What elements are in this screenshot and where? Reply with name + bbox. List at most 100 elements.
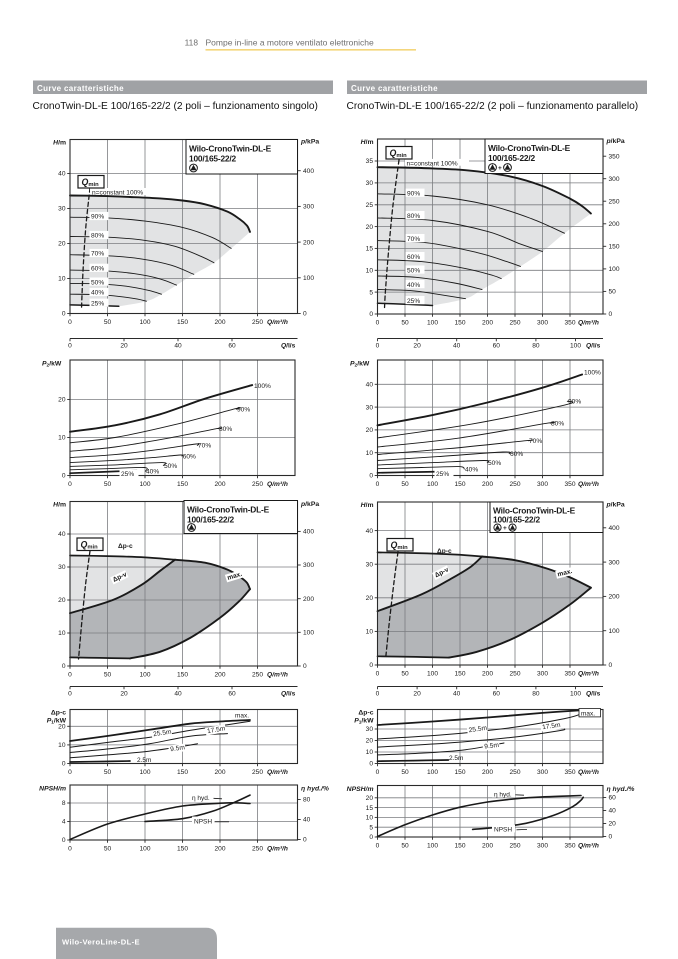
svg-text:20: 20 xyxy=(366,427,374,434)
svg-text:0: 0 xyxy=(609,662,613,669)
svg-text:250: 250 xyxy=(252,672,263,679)
svg-text:100/165-22/2: 100/165-22/2 xyxy=(493,515,541,525)
svg-text:100: 100 xyxy=(609,628,620,635)
svg-text:50: 50 xyxy=(401,769,409,776)
svg-text:100/165-22/2: 100/165-22/2 xyxy=(187,515,235,525)
svg-text:Q/l/s: Q/l/s xyxy=(586,691,601,698)
svg-text:20: 20 xyxy=(366,224,374,231)
svg-text:10: 10 xyxy=(366,629,374,636)
svg-text:5: 5 xyxy=(369,289,373,296)
svg-text:200: 200 xyxy=(482,671,493,678)
svg-text:17.5m: 17.5m xyxy=(207,725,227,735)
svg-text:250: 250 xyxy=(252,481,263,488)
svg-text:150: 150 xyxy=(454,481,465,488)
svg-text:Qmin: Qmin xyxy=(82,177,100,188)
svg-text:20: 20 xyxy=(58,241,66,248)
svg-text:70%: 70% xyxy=(529,438,542,445)
svg-text:60%: 60% xyxy=(91,266,104,273)
svg-text:Q/m³/h: Q/m³/h xyxy=(267,769,288,776)
svg-text:10: 10 xyxy=(58,742,66,749)
svg-text:50: 50 xyxy=(609,289,617,296)
svg-text:10: 10 xyxy=(366,749,374,756)
svg-text:40: 40 xyxy=(366,528,374,535)
svg-text:CronoTwin-DL-E 100/165-22/2 (2: CronoTwin-DL-E 100/165-22/2 (2 poli – fu… xyxy=(347,101,639,112)
svg-text:Q/l/s: Q/l/s xyxy=(281,343,296,350)
svg-text:Δp-c: Δp-c xyxy=(51,710,66,717)
svg-text:50: 50 xyxy=(104,481,112,488)
svg-text:0: 0 xyxy=(68,343,72,350)
svg-text:P1/kW: P1/kW xyxy=(354,718,374,726)
svg-text:NPSH: NPSH xyxy=(194,819,212,826)
svg-text:10: 10 xyxy=(366,815,374,822)
svg-text:200: 200 xyxy=(214,481,225,488)
svg-text:Q/l/s: Q/l/s xyxy=(586,343,601,350)
svg-text:Q/l/s: Q/l/s xyxy=(281,691,296,698)
svg-text:100: 100 xyxy=(303,630,314,637)
svg-text:0: 0 xyxy=(376,320,380,327)
svg-text:20: 20 xyxy=(366,795,374,802)
svg-text:350: 350 xyxy=(564,769,575,776)
svg-text:0: 0 xyxy=(376,671,380,678)
svg-text:40: 40 xyxy=(609,808,617,815)
svg-text:150: 150 xyxy=(454,769,465,776)
svg-text:250: 250 xyxy=(609,198,620,205)
svg-text:90%: 90% xyxy=(91,214,104,221)
svg-text:250: 250 xyxy=(509,671,520,678)
svg-text:50: 50 xyxy=(104,319,112,326)
svg-text:20: 20 xyxy=(58,597,66,604)
svg-text:40%: 40% xyxy=(91,290,104,297)
svg-text:118: 118 xyxy=(185,38,199,48)
svg-text:10: 10 xyxy=(366,268,374,275)
svg-text:Δp-c: Δp-c xyxy=(358,710,373,717)
svg-text:25%: 25% xyxy=(407,298,420,305)
svg-text:40: 40 xyxy=(453,691,461,698)
svg-text:η hyd.: η hyd. xyxy=(494,792,512,799)
svg-text:150: 150 xyxy=(454,320,465,327)
svg-text:100/165-22/2: 100/165-22/2 xyxy=(189,154,237,164)
svg-text:100: 100 xyxy=(139,319,150,326)
svg-text:Q/m³/h: Q/m³/h xyxy=(578,769,599,776)
svg-text:0: 0 xyxy=(376,691,380,698)
svg-text:100: 100 xyxy=(139,672,150,679)
svg-text:0: 0 xyxy=(369,473,373,480)
svg-text:50: 50 xyxy=(104,769,112,776)
svg-text:300: 300 xyxy=(537,481,548,488)
svg-text:30: 30 xyxy=(366,404,374,411)
svg-text:200: 200 xyxy=(303,596,314,603)
svg-text:250: 250 xyxy=(252,769,263,776)
svg-text:50: 50 xyxy=(104,672,112,679)
svg-text:100: 100 xyxy=(570,691,581,698)
svg-text:10: 10 xyxy=(366,450,374,457)
svg-text:20: 20 xyxy=(120,691,128,698)
svg-text:50%: 50% xyxy=(91,279,104,286)
svg-text:100/165-22/2: 100/165-22/2 xyxy=(488,153,536,163)
svg-text:0: 0 xyxy=(68,481,72,488)
svg-text:250: 250 xyxy=(509,320,520,327)
svg-text:15: 15 xyxy=(366,246,374,253)
svg-text:100: 100 xyxy=(139,481,150,488)
svg-text:H/m: H/m xyxy=(361,139,374,146)
svg-text:20: 20 xyxy=(120,343,128,350)
svg-text:40: 40 xyxy=(58,171,66,178)
svg-text:0: 0 xyxy=(376,481,380,488)
svg-text:50%: 50% xyxy=(164,463,177,470)
svg-text:80: 80 xyxy=(532,691,540,698)
svg-text:max.: max. xyxy=(557,568,573,578)
svg-text:η hyd.: η hyd. xyxy=(192,795,210,802)
svg-text:300: 300 xyxy=(303,562,314,569)
svg-text:100: 100 xyxy=(427,320,438,327)
svg-text:150: 150 xyxy=(177,481,188,488)
svg-text:0: 0 xyxy=(62,837,66,844)
svg-text:40: 40 xyxy=(453,343,461,350)
svg-text:200: 200 xyxy=(482,320,493,327)
svg-text:4: 4 xyxy=(62,819,66,826)
svg-text:300: 300 xyxy=(537,320,548,327)
svg-text:max.: max. xyxy=(227,571,244,582)
svg-text:p/kPa: p/kPa xyxy=(606,502,625,509)
svg-text:0: 0 xyxy=(369,834,373,841)
svg-text:0: 0 xyxy=(303,837,307,844)
svg-text:5: 5 xyxy=(369,824,373,831)
svg-text:0: 0 xyxy=(376,343,380,350)
svg-text:20: 20 xyxy=(58,724,66,731)
svg-text:200: 200 xyxy=(482,481,493,488)
